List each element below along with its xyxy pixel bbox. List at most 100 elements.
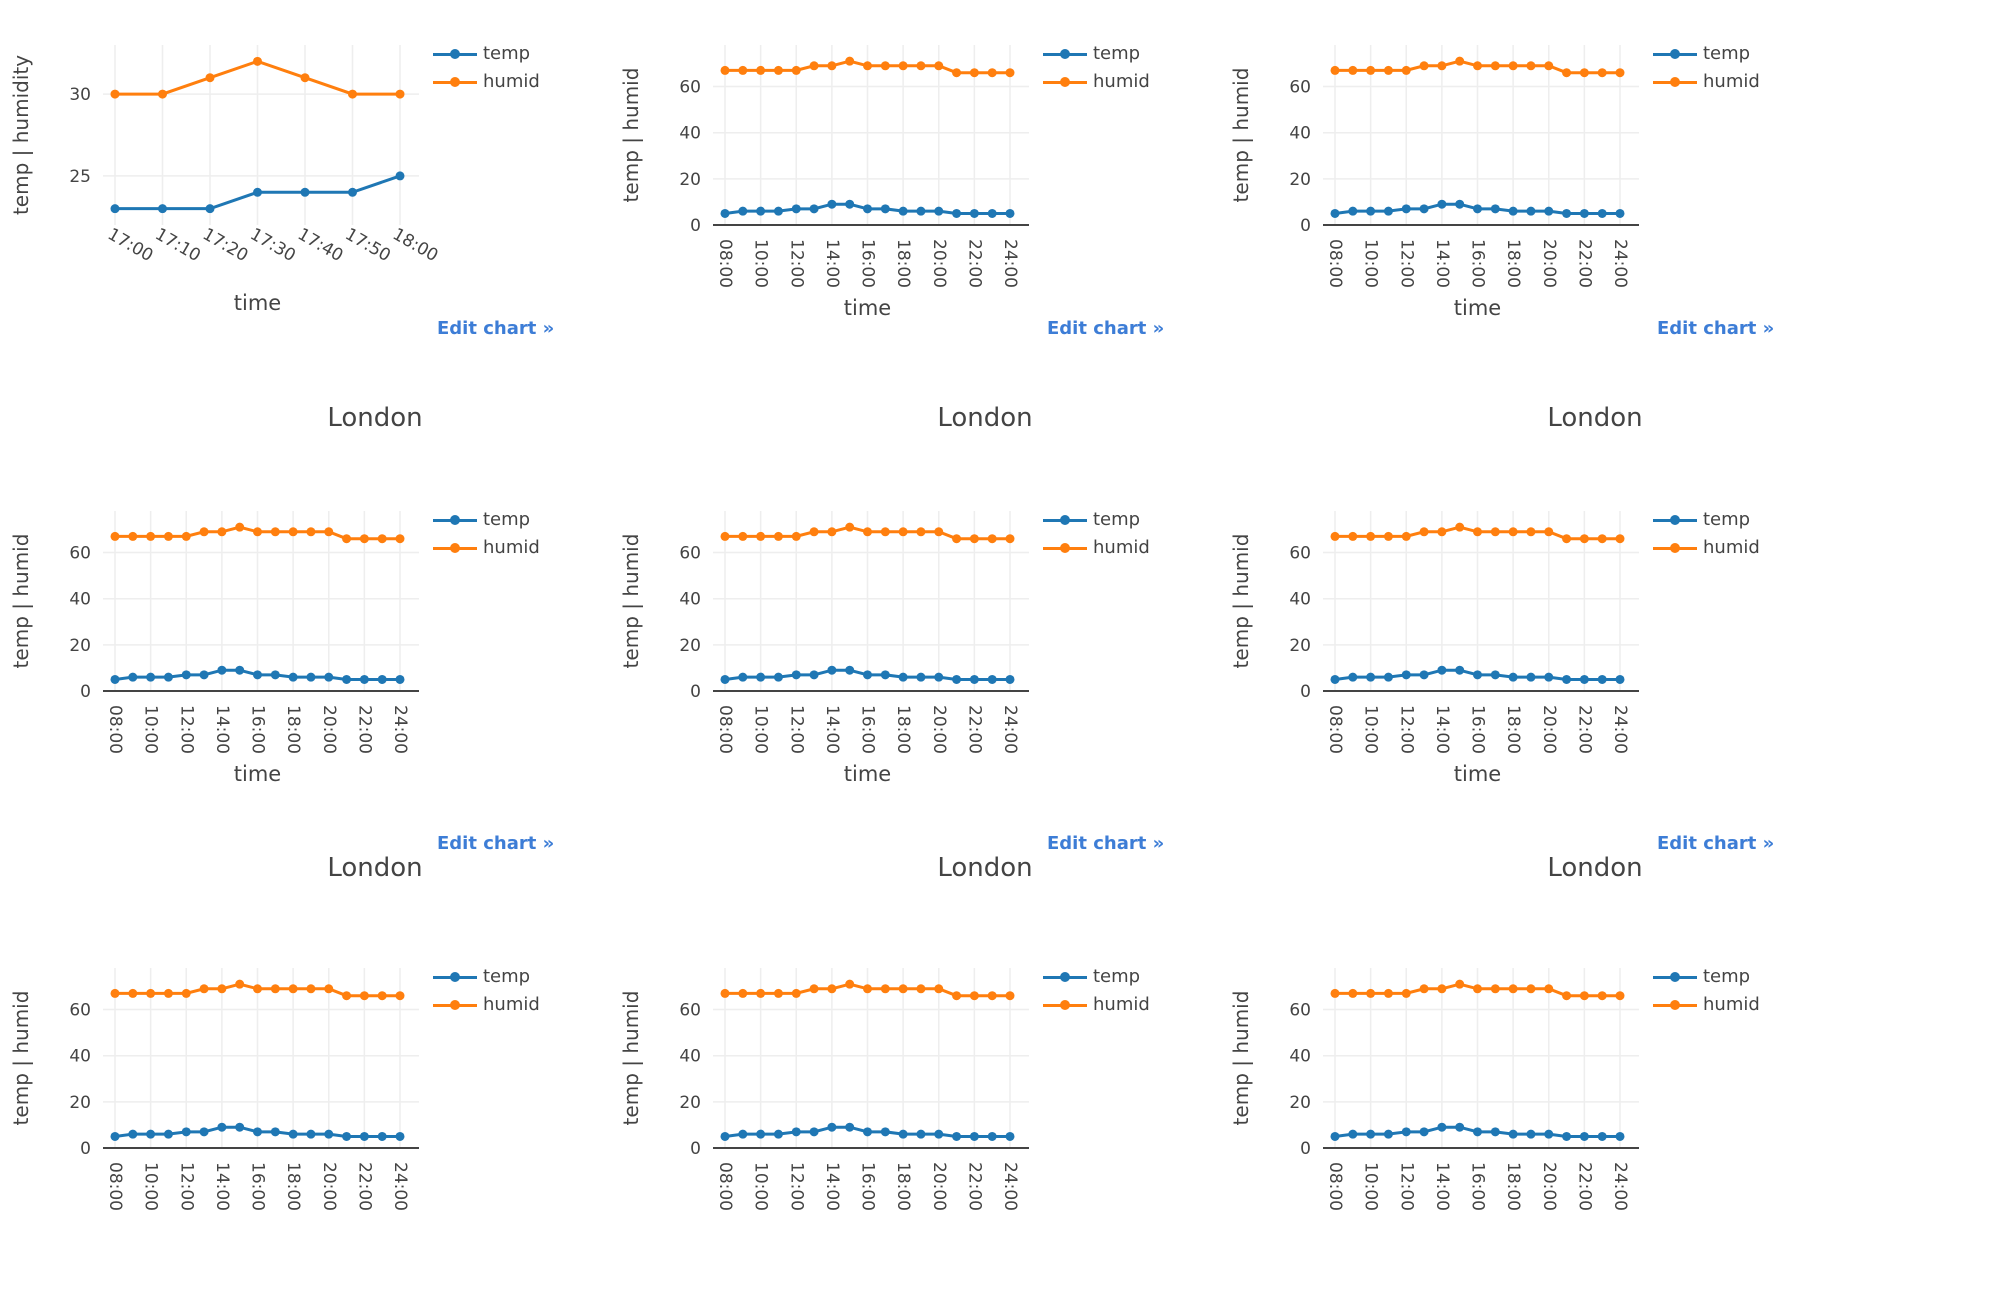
legend-item-temp[interactable]: temp [1043, 40, 1150, 68]
data-point-humid[interactable] [898, 527, 908, 537]
data-point-humid[interactable] [395, 534, 405, 544]
data-point-temp[interactable] [952, 1131, 962, 1141]
data-point-humid[interactable] [359, 534, 369, 544]
data-point-temp[interactable] [791, 670, 801, 680]
legend-item-temp[interactable]: temp [433, 40, 540, 68]
data-point-humid[interactable] [880, 527, 890, 537]
data-point-temp[interactable] [324, 672, 334, 682]
data-point-temp[interactable] [845, 665, 855, 675]
data-point-temp[interactable] [1597, 208, 1607, 218]
data-point-humid[interactable] [377, 534, 387, 544]
data-point-temp[interactable] [969, 1131, 979, 1141]
data-point-temp[interactable] [235, 665, 245, 675]
data-point-temp[interactable] [110, 204, 120, 214]
data-point-humid[interactable] [1455, 56, 1465, 66]
data-point-humid[interactable] [791, 65, 801, 75]
data-point-humid[interactable] [1330, 65, 1340, 75]
legend-item-temp[interactable]: temp [1653, 963, 1760, 991]
data-point-temp[interactable] [110, 674, 120, 684]
data-point-temp[interactable] [952, 208, 962, 218]
data-point-humid[interactable] [916, 61, 926, 71]
data-point-temp[interactable] [1544, 1129, 1554, 1139]
data-point-temp[interactable] [181, 1127, 191, 1137]
data-point-humid[interactable] [217, 527, 227, 537]
data-point-humid[interactable] [987, 68, 997, 78]
data-point-temp[interactable] [1455, 665, 1465, 675]
data-point-temp[interactable] [146, 672, 156, 682]
legend-item-temp[interactable]: temp [1043, 506, 1150, 534]
data-point-humid[interactable] [146, 531, 156, 541]
data-point-temp[interactable] [1615, 208, 1625, 218]
data-point-temp[interactable] [288, 672, 298, 682]
data-point-humid[interactable] [934, 984, 944, 994]
data-point-temp[interactable] [253, 1127, 262, 1137]
data-point-humid[interactable] [1508, 984, 1518, 994]
data-point-humid[interactable] [1419, 61, 1429, 71]
data-point-humid[interactable] [181, 531, 191, 541]
data-point-humid[interactable] [306, 984, 316, 994]
data-point-humid[interactable] [181, 988, 191, 998]
data-point-temp[interactable] [1005, 674, 1015, 684]
data-point-temp[interactable] [1526, 672, 1536, 682]
data-point-temp[interactable] [306, 672, 316, 682]
data-point-humid[interactable] [827, 61, 837, 71]
data-point-temp[interactable] [1615, 674, 1625, 684]
data-point-humid[interactable] [1437, 527, 1447, 537]
data-point-humid[interactable] [324, 984, 334, 994]
legend-item-humid[interactable]: humid [1653, 534, 1760, 562]
data-point-temp[interactable] [359, 674, 369, 684]
data-point-temp[interactable] [1473, 1127, 1482, 1137]
data-point-humid[interactable] [253, 984, 262, 994]
data-point-temp[interactable] [1544, 672, 1554, 682]
data-point-temp[interactable] [952, 674, 962, 684]
data-point-temp[interactable] [1579, 1131, 1589, 1141]
data-point-temp[interactable] [253, 187, 262, 197]
data-point-humid[interactable] [324, 527, 334, 537]
data-point-humid[interactable] [110, 89, 120, 99]
data-point-temp[interactable] [1330, 674, 1340, 684]
data-point-temp[interactable] [809, 1127, 819, 1137]
data-point-temp[interactable] [1383, 1129, 1393, 1139]
data-point-temp[interactable] [199, 670, 209, 680]
data-point-temp[interactable] [253, 670, 262, 680]
data-point-temp[interactable] [1490, 204, 1500, 214]
data-point-temp[interactable] [163, 672, 173, 682]
data-point-humid[interactable] [952, 534, 962, 544]
data-point-temp[interactable] [1419, 670, 1429, 680]
data-point-humid[interactable] [235, 522, 245, 532]
data-point-temp[interactable] [720, 674, 730, 684]
data-point-temp[interactable] [845, 199, 855, 209]
data-point-temp[interactable] [342, 1131, 352, 1141]
data-point-humid[interactable] [1526, 527, 1536, 537]
data-point-humid[interactable] [952, 991, 962, 1001]
data-point-humid[interactable] [1490, 527, 1500, 537]
data-point-temp[interactable] [1005, 1131, 1015, 1141]
data-point-humid[interactable] [1544, 61, 1554, 71]
data-point-temp[interactable] [738, 206, 748, 216]
data-point-humid[interactable] [809, 61, 819, 71]
data-point-humid[interactable] [110, 988, 120, 998]
data-point-humid[interactable] [1437, 984, 1447, 994]
data-point-temp[interactable] [880, 204, 890, 214]
data-point-humid[interactable] [300, 73, 310, 83]
data-point-humid[interactable] [128, 988, 138, 998]
data-point-humid[interactable] [987, 991, 997, 1001]
data-point-humid[interactable] [773, 531, 783, 541]
data-point-temp[interactable] [128, 672, 138, 682]
data-point-humid[interactable] [1526, 61, 1536, 71]
data-point-humid[interactable] [845, 56, 855, 66]
data-point-temp[interactable] [1562, 208, 1572, 218]
data-point-temp[interactable] [827, 199, 837, 209]
data-point-temp[interactable] [1366, 206, 1376, 216]
data-point-temp[interactable] [720, 1131, 730, 1141]
legend-item-humid[interactable]: humid [433, 534, 540, 562]
data-point-humid[interactable] [359, 991, 369, 1001]
data-point-humid[interactable] [348, 89, 357, 99]
data-point-humid[interactable] [306, 527, 316, 537]
data-point-temp[interactable] [916, 206, 926, 216]
data-point-humid[interactable] [1544, 527, 1554, 537]
legend-item-humid[interactable]: humid [433, 68, 540, 96]
data-point-humid[interactable] [756, 531, 766, 541]
data-point-humid[interactable] [1490, 984, 1500, 994]
data-point-humid[interactable] [199, 984, 209, 994]
